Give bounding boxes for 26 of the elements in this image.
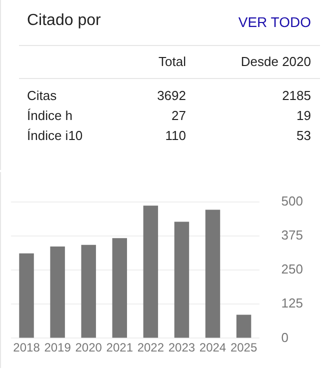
text: Citas bbox=[27, 88, 57, 103]
text: Total bbox=[158, 54, 186, 69]
x-tick-label: 2020 bbox=[75, 340, 102, 355]
y-tick-label: 250 bbox=[281, 262, 304, 277]
text: 53 bbox=[296, 128, 311, 143]
y-tick-label: 125 bbox=[281, 296, 304, 311]
text: VER TODO bbox=[238, 14, 311, 30]
x-tick-label: 2025 bbox=[230, 340, 258, 355]
text: 27 bbox=[172, 108, 186, 123]
y-tick-label: 0 bbox=[281, 330, 289, 345]
text: Índice i10 bbox=[27, 128, 83, 143]
text: Citado por bbox=[27, 12, 101, 30]
x-tick-label: 2022 bbox=[137, 340, 164, 355]
x-tick-label: 2021 bbox=[106, 340, 134, 355]
x-tick-label: 2018 bbox=[13, 340, 40, 355]
x-tick-label: 2023 bbox=[168, 340, 196, 355]
text: 2185 bbox=[282, 88, 311, 103]
text: 110 bbox=[165, 128, 186, 143]
text: Índice h bbox=[27, 108, 73, 123]
text: 19 bbox=[296, 108, 311, 123]
text: 3692 bbox=[157, 88, 186, 103]
y-tick-label: 375 bbox=[281, 227, 304, 242]
x-tick-label: 2024 bbox=[199, 340, 226, 355]
text: Desde 2020 bbox=[240, 54, 311, 69]
x-tick-label: 2019 bbox=[44, 340, 72, 355]
y-tick-label: 500 bbox=[281, 193, 304, 208]
